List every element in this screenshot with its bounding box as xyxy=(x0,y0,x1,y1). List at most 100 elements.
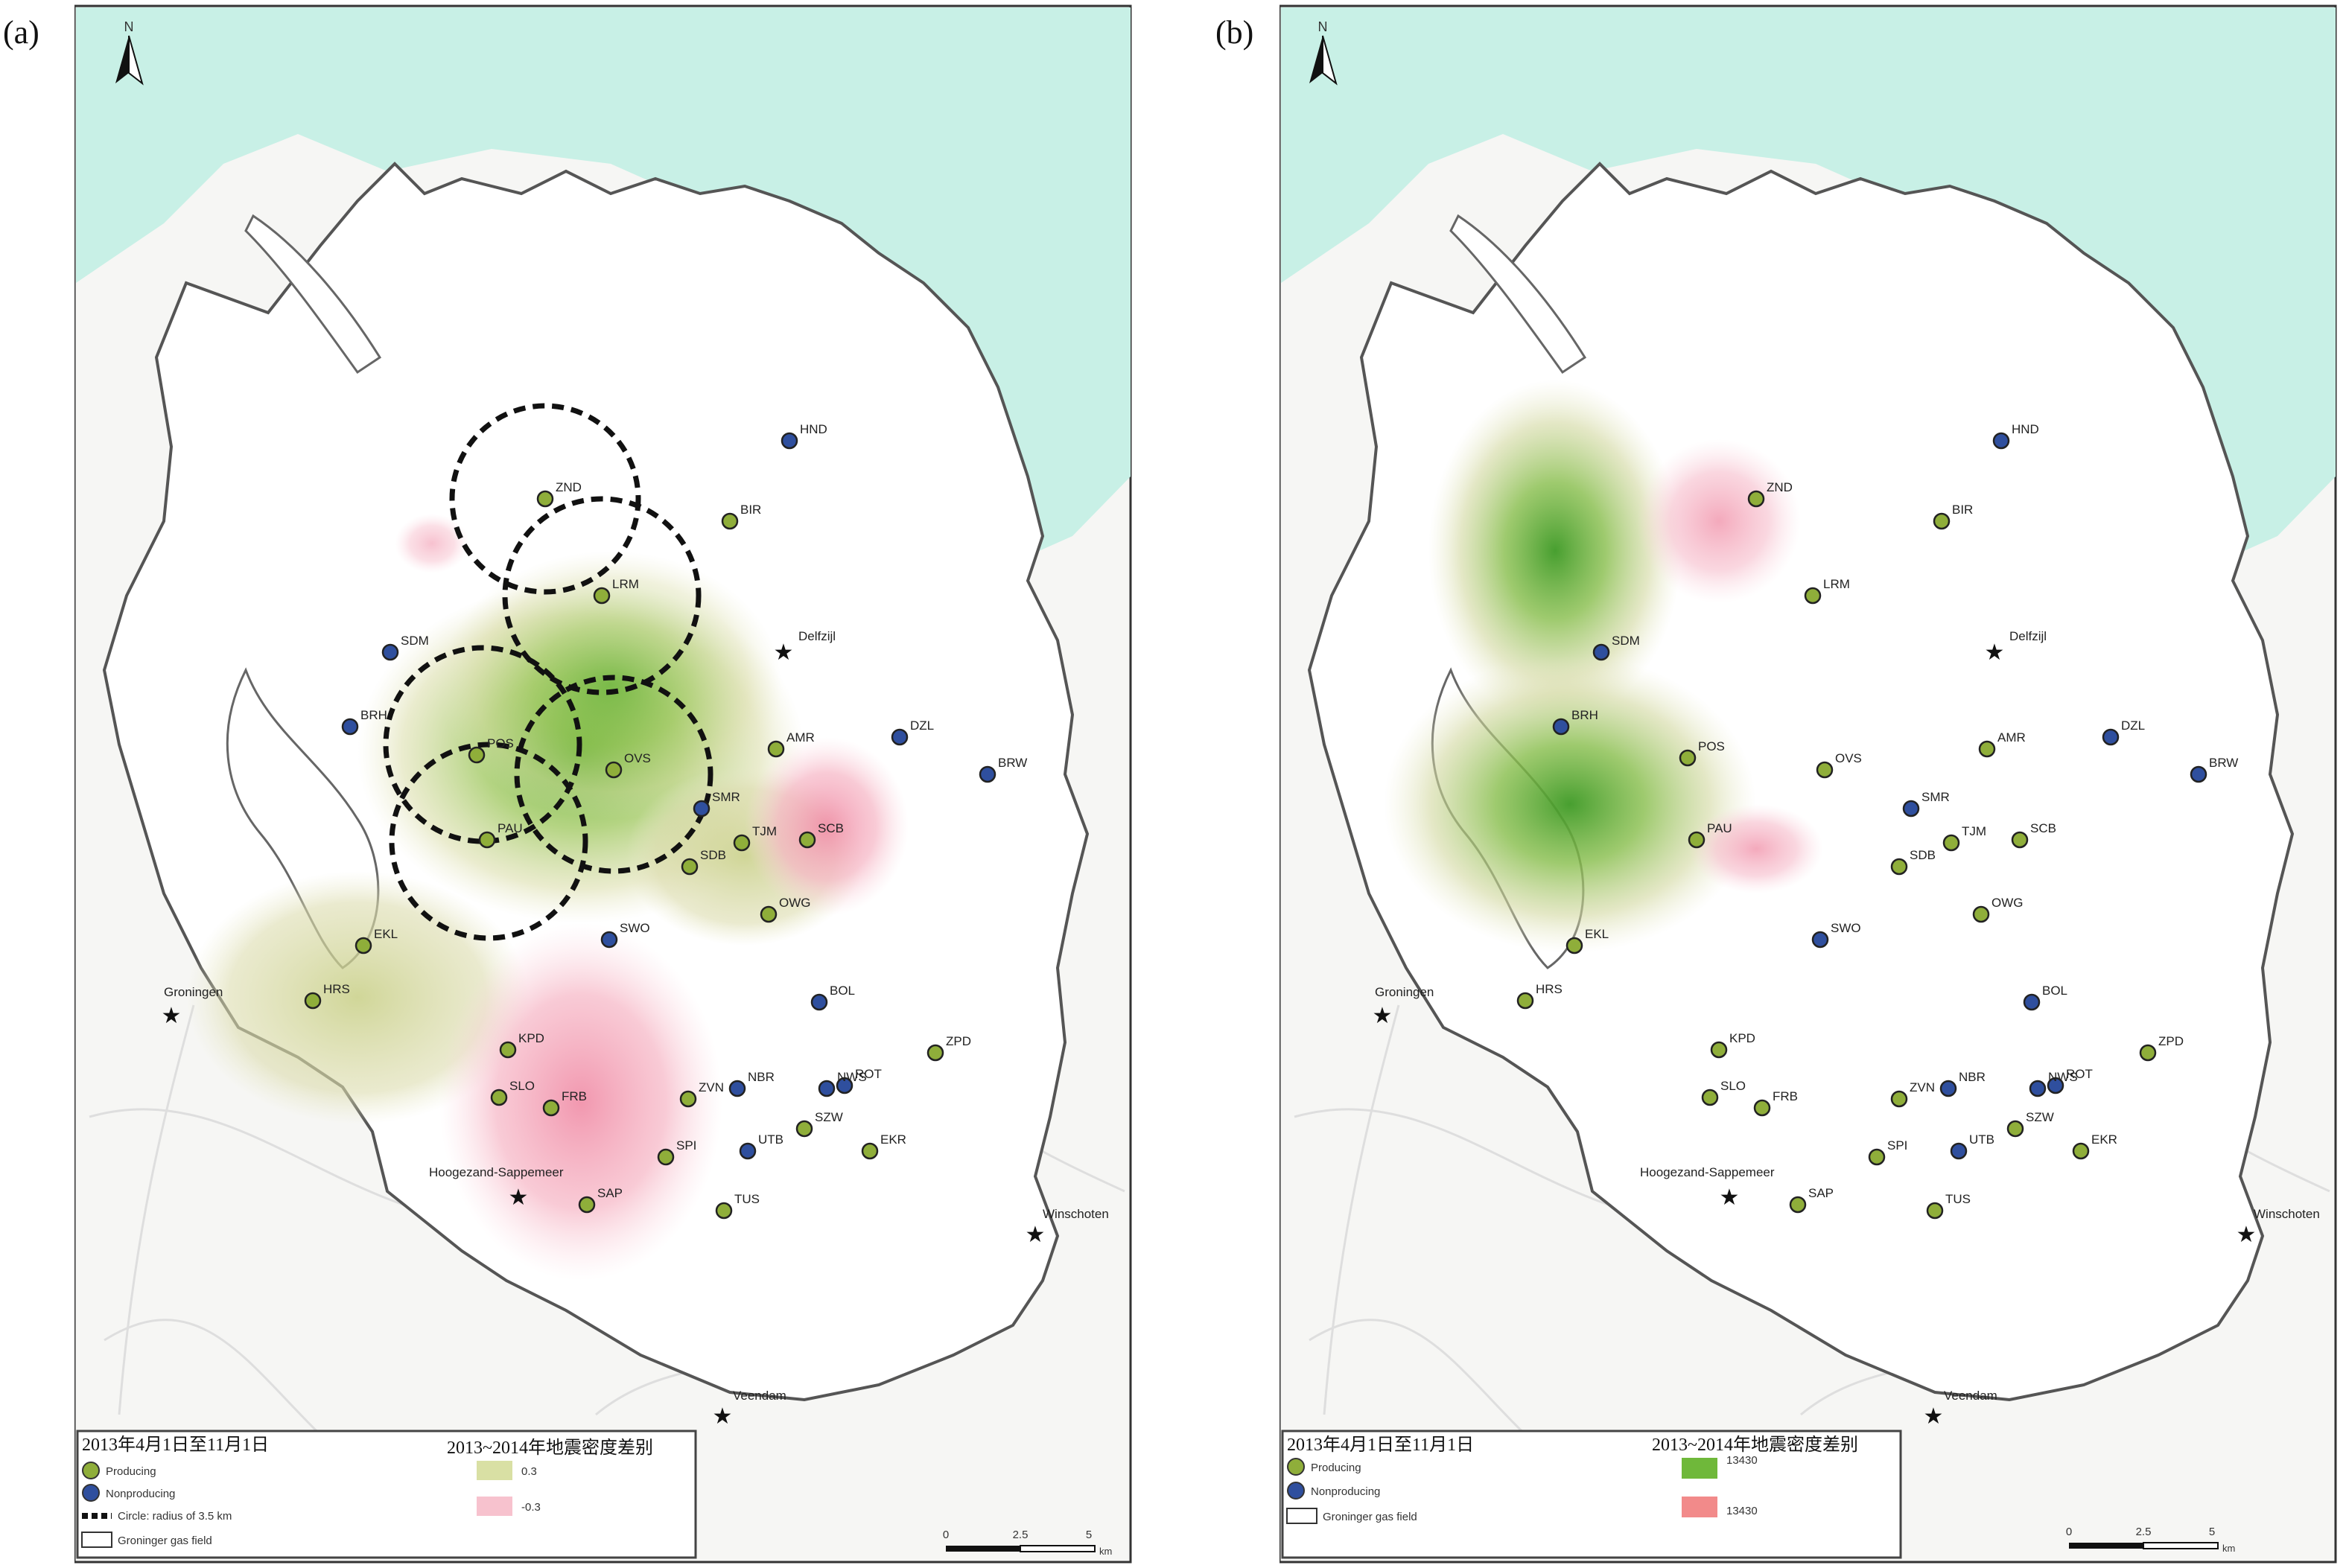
radius-circle-ovs xyxy=(514,675,713,874)
density-negative-south xyxy=(439,923,722,1281)
legend-b-density-pos: 13430 xyxy=(1726,1454,1758,1467)
station-label-pau-a: PAU xyxy=(498,821,523,835)
station-label-hnd-b: HND xyxy=(2012,422,2039,436)
station-label-smr-b: SMR xyxy=(1921,790,1950,804)
legend-a-density-neg: -0.3 xyxy=(521,1501,541,1514)
city-star-icon-a: ★ xyxy=(713,1404,733,1429)
station-marker-tus-b xyxy=(1926,1202,1944,1220)
station-marker-ekl-b xyxy=(1565,937,1583,954)
density-positive-north-b xyxy=(1428,380,1682,722)
station-marker-sdm-b xyxy=(1592,643,1610,661)
lake xyxy=(244,214,382,375)
station-label-utb-a: UTB xyxy=(758,1132,783,1147)
station-label-szw-b: SZW xyxy=(2026,1110,2054,1124)
sea-area-b xyxy=(1281,7,2336,566)
negative-density-swatch xyxy=(1682,1497,1717,1517)
sea-area xyxy=(76,7,1131,566)
station-label-ekr-b: EKR xyxy=(2091,1132,2117,1147)
station-label-swo-a: SWO xyxy=(620,921,650,935)
city-star-icon-a: ★ xyxy=(774,640,794,665)
station-label-znd-b: ZND xyxy=(1767,480,1793,494)
city-label-veendam-a: Veendam xyxy=(733,1389,786,1403)
station-label-scb-a: SCB xyxy=(818,821,844,835)
station-label-pau-b: PAU xyxy=(1707,821,1732,835)
station-marker-tus-a xyxy=(715,1202,733,1220)
radius-circle-pos xyxy=(383,645,582,844)
station-label-znd-a: ZND xyxy=(556,480,582,494)
station-label-tjm-b: TJM xyxy=(1962,824,1986,838)
station-marker-slo-a xyxy=(490,1089,508,1106)
city-label-hoogezand-sappemeer-b: Hoogezand-Sappemeer xyxy=(1640,1165,1775,1179)
station-marker-pau-a xyxy=(478,831,496,849)
legend-b-item-gasfield: Groninger gas field xyxy=(1323,1511,1417,1523)
station-label-rot-b: ROT xyxy=(2066,1067,2093,1081)
station-label-kpd-b: KPD xyxy=(1729,1031,1755,1045)
station-marker-rot-b xyxy=(2047,1077,2064,1094)
station-label-zpd-a: ZPD xyxy=(946,1034,971,1048)
cities-b: ★ Groningen ★ Hoogezand-Sappemeer ★ Delfzijl ★… xyxy=(1373,629,2320,1429)
station-marker-rot-a xyxy=(836,1077,853,1094)
station-marker-znd-a xyxy=(536,490,554,508)
legend-a-item-producing: Producing xyxy=(106,1465,156,1478)
station-marker-lrm-b xyxy=(1804,587,1822,605)
scale-a-tick-2: 5 xyxy=(1086,1529,1092,1541)
station-marker-tjm-b xyxy=(1942,834,1960,852)
station-marker-pos-a xyxy=(468,746,486,764)
station-marker-swo-b xyxy=(1811,931,1829,949)
station-marker-dzl-b xyxy=(2102,728,2120,746)
station-marker-brh-a xyxy=(341,718,359,736)
station-label-sdb-a: SDB xyxy=(700,848,726,862)
station-label-bol-a: BOL xyxy=(830,984,855,998)
density-negative-east-b xyxy=(1689,804,1823,893)
cities-a: ★ Groningen ★ Hoogezand-Sappemeer ★ Delfzijl ★… xyxy=(162,629,1109,1429)
city-label-winschoten-b: Winschoten xyxy=(2254,1207,2320,1221)
station-label-tus-b: TUS xyxy=(1945,1192,1971,1206)
north-arrow-icon: N xyxy=(115,19,144,86)
legend-a-density-pos: 0.3 xyxy=(521,1465,537,1478)
station-marker-pos-b xyxy=(1679,749,1697,767)
legend-a-right-title: 2013~2014年地震密度差别 xyxy=(447,1438,653,1458)
scale-b-tick-2: 5 xyxy=(2209,1526,2215,1538)
station-label-smr-a: SMR xyxy=(712,790,740,804)
station-label-tjm-a: TJM xyxy=(752,824,777,838)
station-label-amr-a: AMR xyxy=(786,730,815,745)
radius-circle-pau xyxy=(389,742,588,941)
map-panel-b: HND ZND BIR LRM SDM BRH POS OVS AMR DZL BRW SMR PAU T… xyxy=(1280,4,2337,1564)
station-marker-brw-a xyxy=(979,765,996,783)
producing-legend-icon xyxy=(82,1462,100,1479)
station-marker-slo-b xyxy=(1701,1089,1719,1106)
station-marker-utb-a xyxy=(739,1142,757,1160)
station-label-ekl-b: EKL xyxy=(1585,927,1609,941)
station-label-slo-b: SLO xyxy=(1720,1079,1746,1093)
density-negative-north-b xyxy=(1637,439,1801,603)
station-marker-hnd-a xyxy=(781,432,798,450)
city-label-winschoten-a: Winschoten xyxy=(1043,1207,1109,1221)
map-panel-a: HND ZND BIR LRM SDM BRH POS OVS AMR DZL BRW SMR PAU T… xyxy=(74,4,1132,1564)
station-marker-bol-a xyxy=(810,993,828,1011)
north-label: N xyxy=(124,19,134,34)
station-marker-sdb-a xyxy=(681,858,699,876)
station-label-zvn-b: ZVN xyxy=(1910,1080,1935,1094)
city-label-groningen-a: Groningen xyxy=(164,985,223,999)
station-label-nbr-b: NBR xyxy=(1959,1070,1986,1084)
legend-a-item-nonproducing: Nonproducing xyxy=(106,1488,175,1500)
density-negative-east xyxy=(745,737,909,916)
station-marker-szw-b xyxy=(2006,1120,2024,1138)
legend-b: 2013年4月1日至11月1日 2013~2014年地震密度差别 Produci… xyxy=(1281,1430,1902,1559)
station-marker-kpd-b xyxy=(1710,1041,1728,1059)
station-label-brw-b: BRW xyxy=(2209,756,2238,770)
station-marker-znd-b xyxy=(1747,490,1765,508)
legend-a-item-gasfield: Groninger gas field xyxy=(118,1534,212,1547)
station-label-amr-b: AMR xyxy=(1997,730,2026,745)
station-label-ovs-b: OVS xyxy=(1835,751,1862,765)
station-label-hrs-a: HRS xyxy=(323,982,350,996)
station-label-sdm-a: SDM xyxy=(401,634,429,648)
station-label-nws-b: NWS xyxy=(2048,1070,2078,1084)
positive-density-swatch xyxy=(477,1461,512,1480)
station-marker-nbr-a xyxy=(728,1080,746,1097)
city-star-icon-b: ★ xyxy=(2237,1223,2257,1247)
station-label-ekr-a: EKR xyxy=(880,1132,906,1147)
station-marker-dzl-a xyxy=(891,728,909,746)
nonproducing-legend-icon xyxy=(1287,1482,1305,1500)
station-label-bir-a: BIR xyxy=(740,503,761,517)
